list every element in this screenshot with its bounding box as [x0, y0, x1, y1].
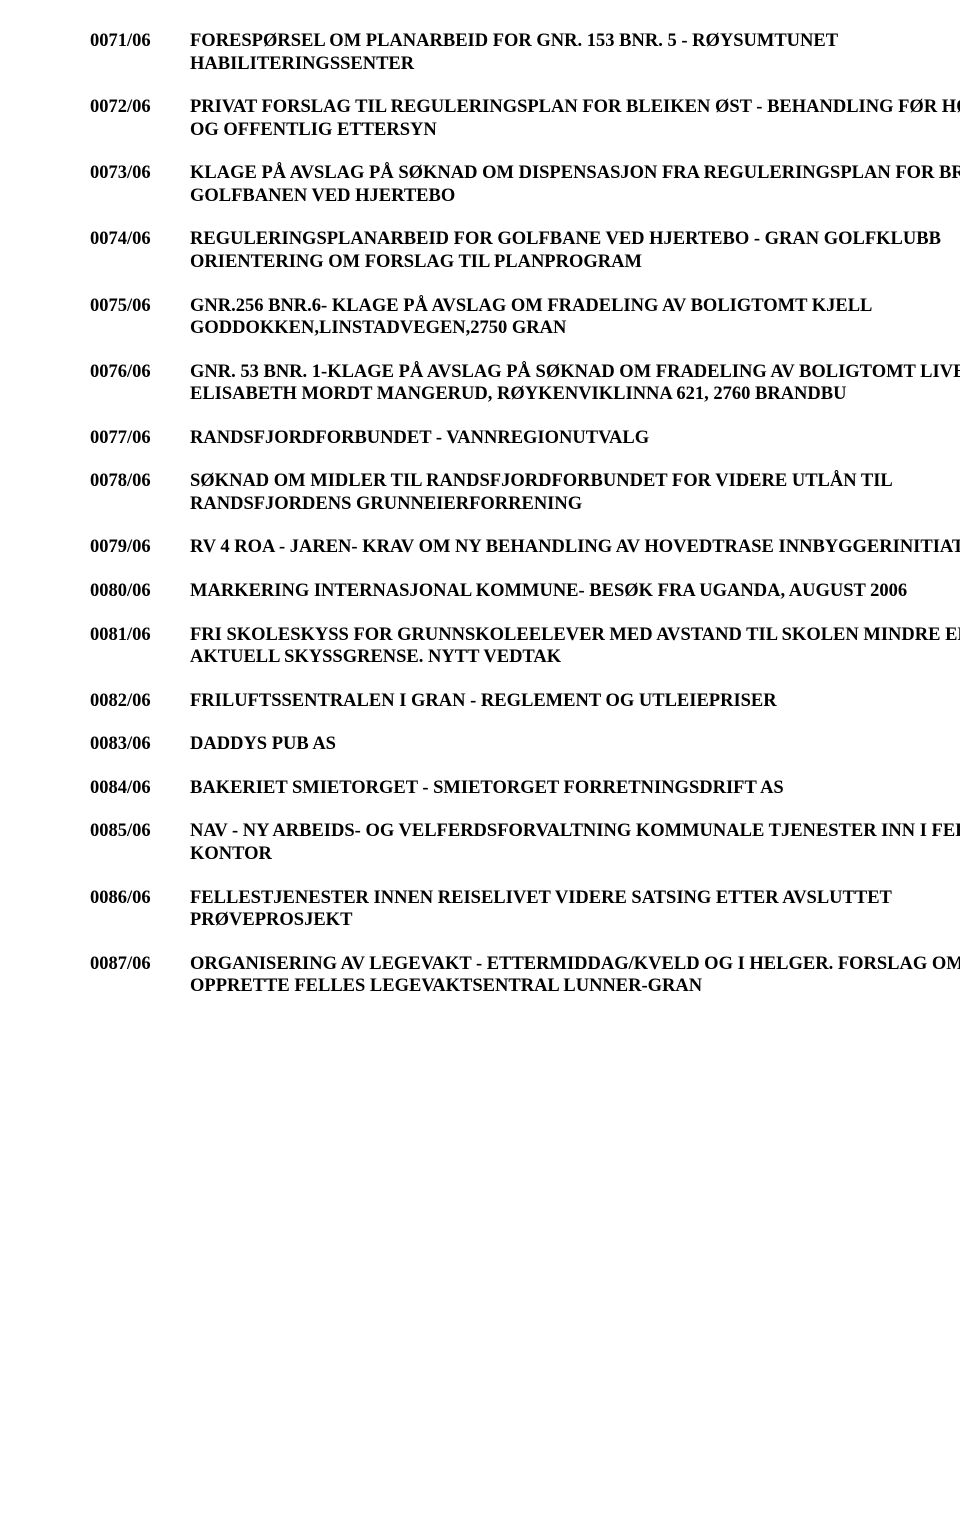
- entry-row: 0082/06FRILUFTSSENTRALEN I GRAN - REGLEM…: [90, 690, 960, 713]
- entry-code: 0076/06: [90, 361, 190, 384]
- entries-list: 0071/06FORESPØRSEL OM PLANARBEID FOR GNR…: [90, 30, 960, 998]
- entry-row: 0080/06MARKERING INTERNASJONAL KOMMUNE- …: [90, 580, 960, 603]
- entry-description: KLAGE PÅ AVSLAG PÅ SØKNAD OM DISPENSASJO…: [190, 162, 960, 207]
- entry-description: ORGANISERING AV LEGEVAKT - ETTERMIDDAG/K…: [190, 953, 960, 998]
- entry-code: 0081/06: [90, 624, 190, 647]
- entry-code: 0080/06: [90, 580, 190, 603]
- entry-row: 0078/06SØKNAD OM MIDLER TIL RANDSFJORDFO…: [90, 470, 960, 515]
- page-number: Side 2: [90, 1019, 960, 1040]
- entry-description: FRILUFTSSENTRALEN I GRAN - REGLEMENT OG …: [190, 690, 960, 713]
- entry-description: REGULERINGSPLANARBEID FOR GOLFBANE VED H…: [190, 228, 960, 273]
- entry-row: 0086/06FELLESTJENESTER INNEN REISELIVET …: [90, 887, 960, 932]
- entry-row: 0081/06FRI SKOLESKYSS FOR GRUNNSKOLEELEV…: [90, 624, 960, 669]
- entry-row: 0084/06BAKERIET SMIETORGET - SMIETORGET …: [90, 777, 960, 800]
- entry-description: MARKERING INTERNASJONAL KOMMUNE- BESØK F…: [190, 580, 960, 603]
- entry-code: 0077/06: [90, 427, 190, 450]
- entry-row: 0076/06GNR. 53 BNR. 1-KLAGE PÅ AVSLAG PÅ…: [90, 361, 960, 406]
- entry-description: RV 4 ROA - JAREN- KRAV OM NY BEHANDLING …: [190, 536, 960, 559]
- entry-code: 0078/06: [90, 470, 190, 493]
- entry-description: FORESPØRSEL OM PLANARBEID FOR GNR. 153 B…: [190, 30, 960, 75]
- entry-code: 0084/06: [90, 777, 190, 800]
- entry-row: 0071/06FORESPØRSEL OM PLANARBEID FOR GNR…: [90, 30, 960, 75]
- entry-row: 0077/06RANDSFJORDFORBUNDET - VANNREGIONU…: [90, 427, 960, 450]
- entry-row: 0085/06NAV - NY ARBEIDS- OG VELFERDSFORV…: [90, 820, 960, 865]
- entry-code: 0074/06: [90, 228, 190, 251]
- entry-description: GNR.256 BNR.6- KLAGE PÅ AVSLAG OM FRADEL…: [190, 295, 960, 340]
- entry-row: 0073/06KLAGE PÅ AVSLAG PÅ SØKNAD OM DISP…: [90, 162, 960, 207]
- entry-row: 0087/06ORGANISERING AV LEGEVAKT - ETTERM…: [90, 953, 960, 998]
- entry-row: 0083/06DADDYS PUB AS: [90, 733, 960, 756]
- entry-description: DADDYS PUB AS: [190, 733, 960, 756]
- entry-description: FELLESTJENESTER INNEN REISELIVET VIDERE …: [190, 887, 960, 932]
- entry-row: 0075/06GNR.256 BNR.6- KLAGE PÅ AVSLAG OM…: [90, 295, 960, 340]
- entry-code: 0072/06: [90, 96, 190, 119]
- entry-description: NAV - NY ARBEIDS- OG VELFERDSFORVALTNING…: [190, 820, 960, 865]
- entry-row: 0079/06RV 4 ROA - JAREN- KRAV OM NY BEHA…: [90, 536, 960, 559]
- entry-code: 0071/06: [90, 30, 190, 53]
- entry-description: FRI SKOLESKYSS FOR GRUNNSKOLEELEVER MED …: [190, 624, 960, 669]
- entry-code: 0086/06: [90, 887, 190, 910]
- entry-description: BAKERIET SMIETORGET - SMIETORGET FORRETN…: [190, 777, 960, 800]
- entry-description: RANDSFJORDFORBUNDET - VANNREGIONUTVALG: [190, 427, 960, 450]
- entry-code: 0073/06: [90, 162, 190, 185]
- entry-description: PRIVAT FORSLAG TIL REGULERINGSPLAN FOR B…: [190, 96, 960, 141]
- entry-row: 0072/06PRIVAT FORSLAG TIL REGULERINGSPLA…: [90, 96, 960, 141]
- entry-code: 0087/06: [90, 953, 190, 976]
- entry-code: 0083/06: [90, 733, 190, 756]
- entry-code: 0075/06: [90, 295, 190, 318]
- entry-description: GNR. 53 BNR. 1-KLAGE PÅ AVSLAG PÅ SØKNAD…: [190, 361, 960, 406]
- entry-row: 0074/06REGULERINGSPLANARBEID FOR GOLFBAN…: [90, 228, 960, 273]
- entry-description: SØKNAD OM MIDLER TIL RANDSFJORDFORBUNDET…: [190, 470, 960, 515]
- entry-code: 0082/06: [90, 690, 190, 713]
- entry-code: 0079/06: [90, 536, 190, 559]
- entry-code: 0085/06: [90, 820, 190, 843]
